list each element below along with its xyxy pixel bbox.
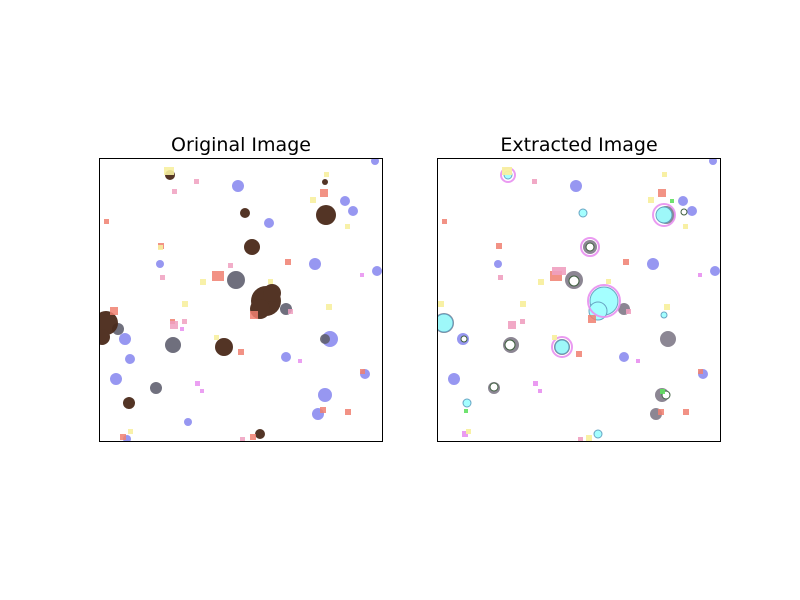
extracted-image-panel <box>437 158 721 442</box>
extracted-image <box>438 159 720 441</box>
original-image-panel <box>99 158 383 442</box>
original-image <box>100 159 382 441</box>
extracted-image-title: Extracted Image <box>500 134 658 156</box>
original-image-title: Original Image <box>171 134 311 156</box>
